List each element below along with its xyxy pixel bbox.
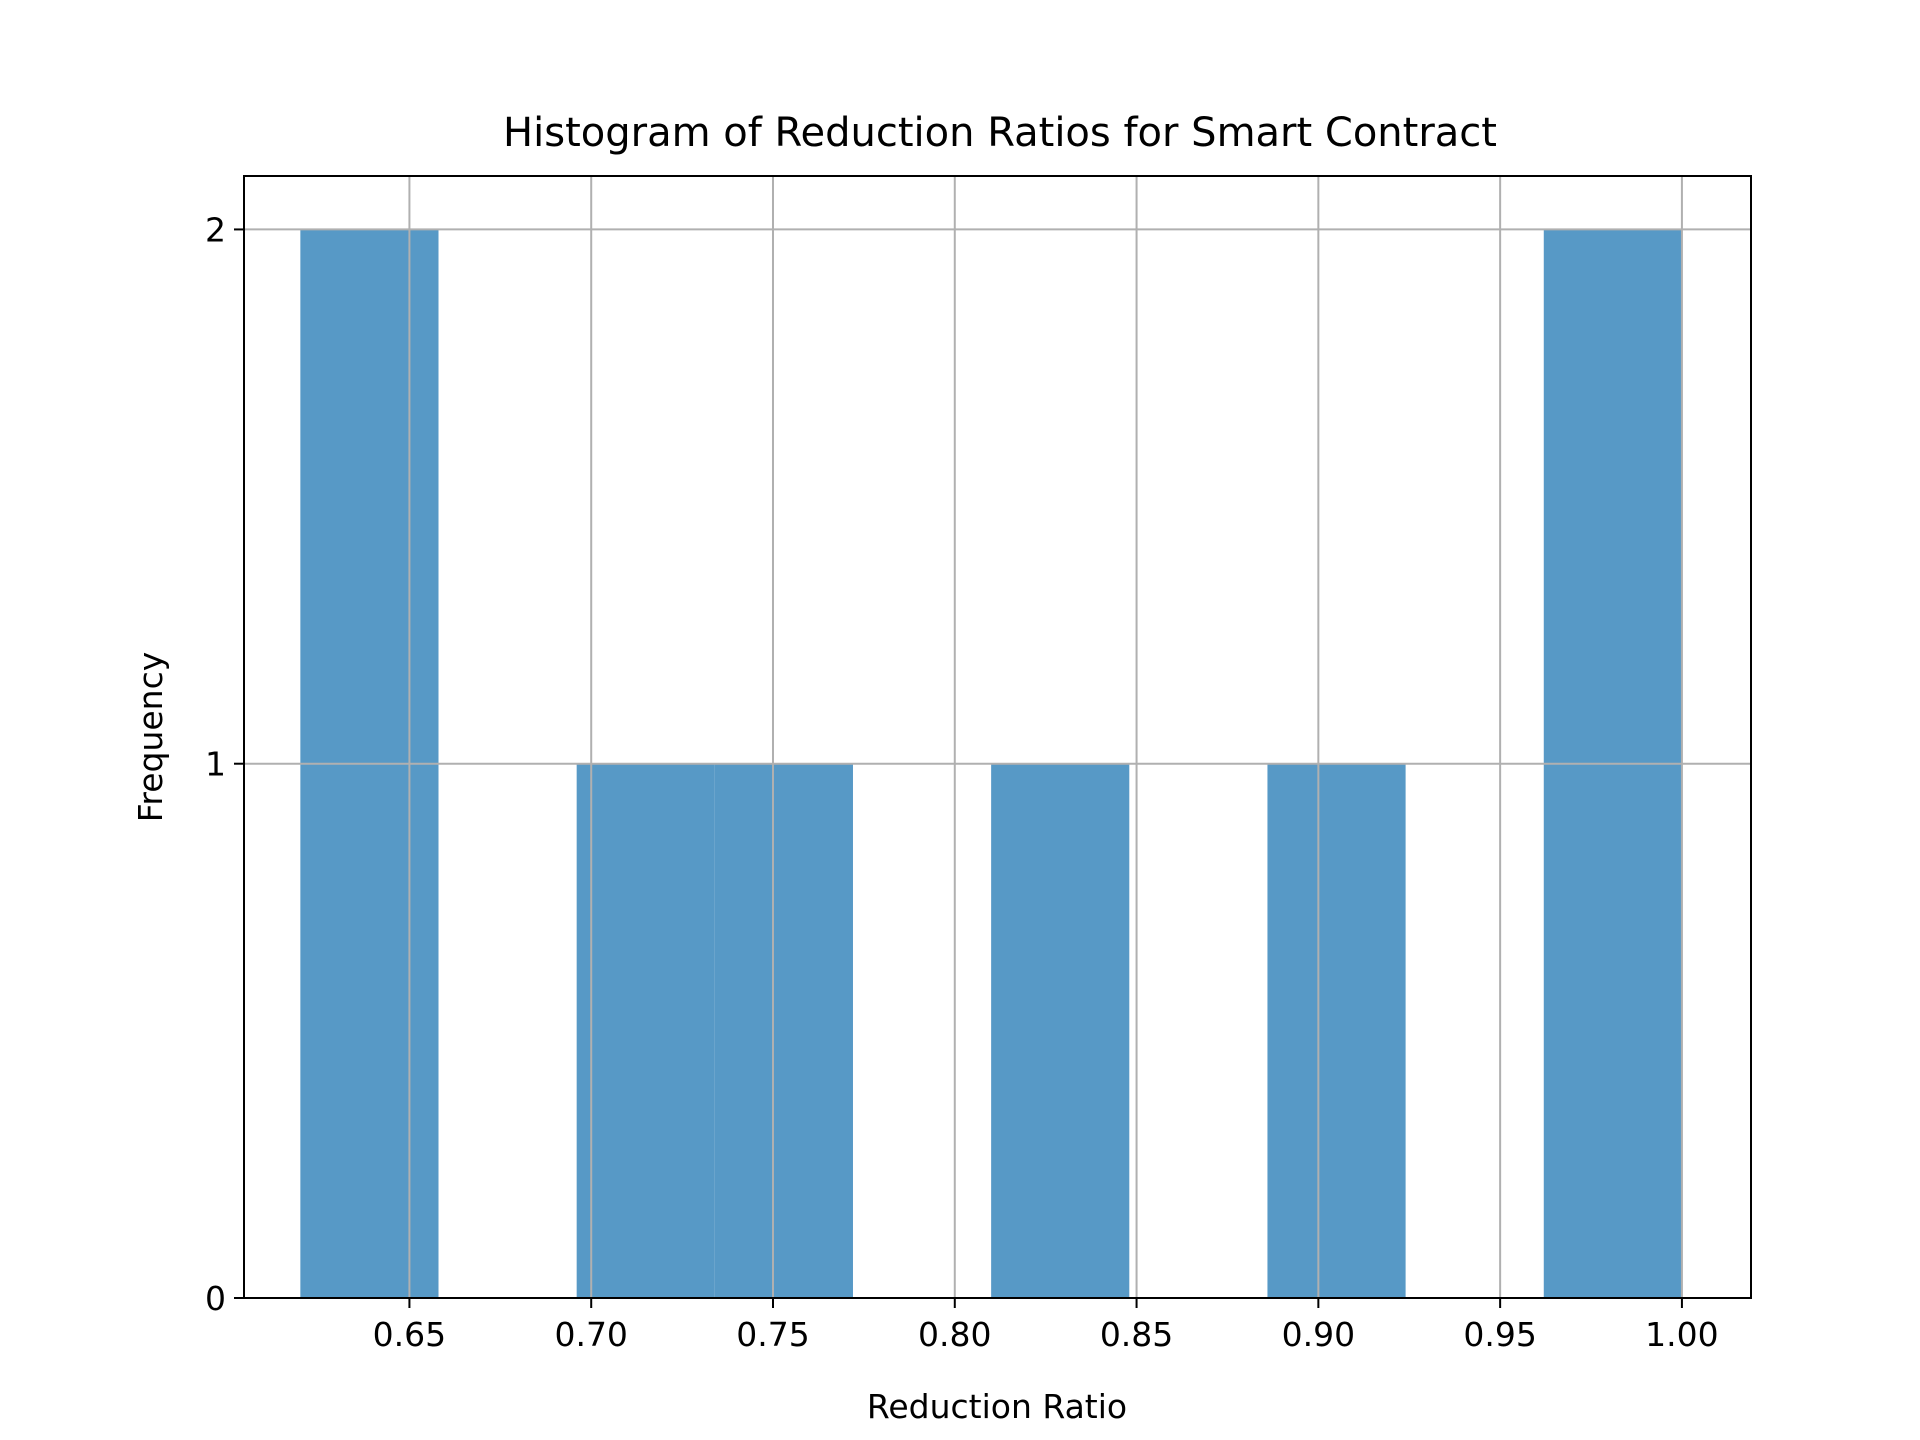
plot-frame (243, 175, 1752, 1299)
x-tick-label-5: 0.90 (1282, 1315, 1355, 1354)
x-tick-label-7: 1.00 (1645, 1315, 1718, 1354)
x-tick-label-4: 0.85 (1100, 1315, 1173, 1354)
x-axis-label: Reduction Ratio (867, 1387, 1127, 1426)
x-tick-label-1: 0.70 (554, 1315, 627, 1354)
histogram-bar-2 (576, 763, 715, 1298)
x-tick-label-6: 0.95 (1463, 1315, 1536, 1354)
axis-ticks: 0.65 0.70 0.75 0.80 0.85 0.90 0.95 1.00 0 1 2 (205, 210, 1719, 1354)
y-tick-label-0: 0 (205, 1279, 226, 1318)
y-axis-label: Frequency (131, 652, 170, 822)
histogram-bar-3 (714, 763, 853, 1298)
y-tick-label-1: 1 (205, 745, 226, 784)
x-tick-label-0: 0.65 (373, 1315, 446, 1354)
y-tick-label-2: 2 (205, 210, 226, 249)
histogram-bar-5 (991, 763, 1130, 1298)
x-tick-label-3: 0.80 (918, 1315, 991, 1354)
chart-title: Histogram of Reduction Ratios for Smart … (503, 110, 1497, 156)
x-tick-label-2: 0.75 (736, 1315, 809, 1354)
histogram-bar-7 (1267, 763, 1406, 1298)
